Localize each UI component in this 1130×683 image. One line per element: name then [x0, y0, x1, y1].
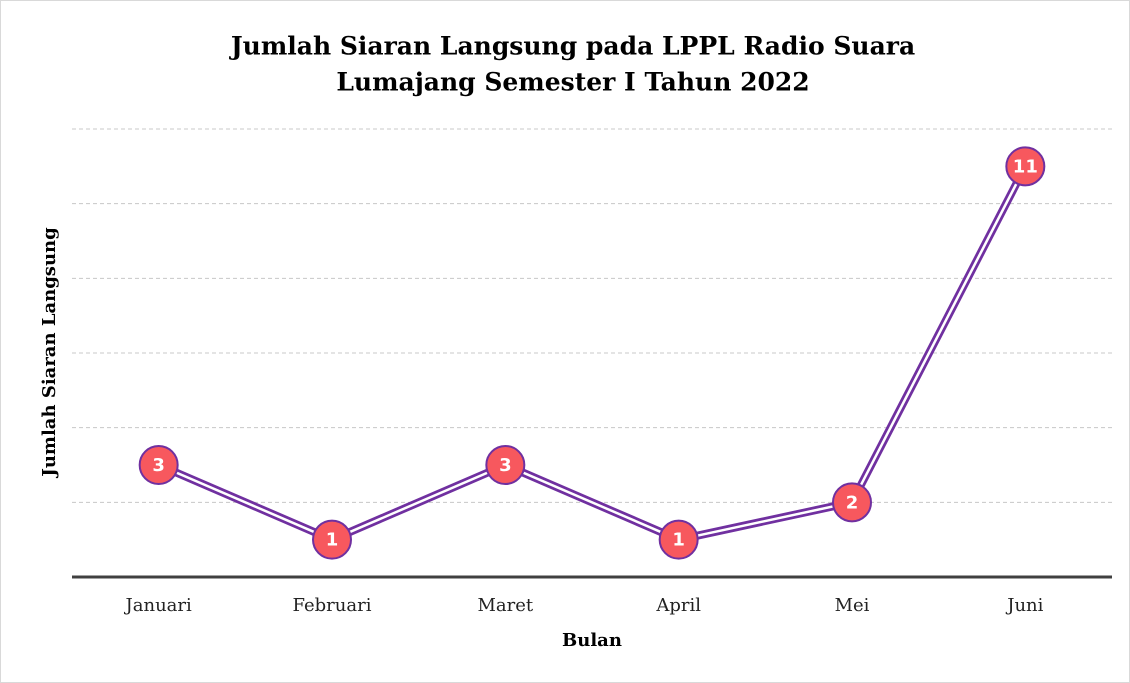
- marker: [312, 519, 352, 560]
- x-tick-label: Juni: [1005, 595, 1043, 616]
- data-label: 2: [846, 492, 859, 513]
- chart-title: Lumajang Semester I Tahun 2022: [336, 68, 809, 97]
- marker: [1005, 146, 1046, 187]
- y-axis-label: Jumlah Siaran Langsung: [39, 227, 60, 479]
- data-label: 3: [152, 455, 165, 476]
- marker: [485, 445, 526, 485]
- x-axis-label: Bulan: [562, 630, 622, 651]
- data-label: 11: [1013, 156, 1038, 177]
- data-label: 3: [499, 455, 512, 476]
- chart-title: Jumlah Siaran Langsung pada LPPL Radio S…: [229, 32, 915, 61]
- x-tick-label: Mei: [835, 595, 870, 616]
- marker: [658, 519, 699, 560]
- data-label: 1: [326, 530, 339, 551]
- x-tick-label: Maret: [478, 595, 534, 616]
- x-tick-label: April: [655, 595, 701, 616]
- x-tick-label: Februari: [293, 595, 372, 616]
- data-label: 1: [672, 530, 685, 551]
- line-highlight: [158, 165, 1027, 541]
- x-tick-label: Januari: [124, 595, 192, 616]
- marker: [832, 482, 872, 523]
- marker: [138, 445, 179, 485]
